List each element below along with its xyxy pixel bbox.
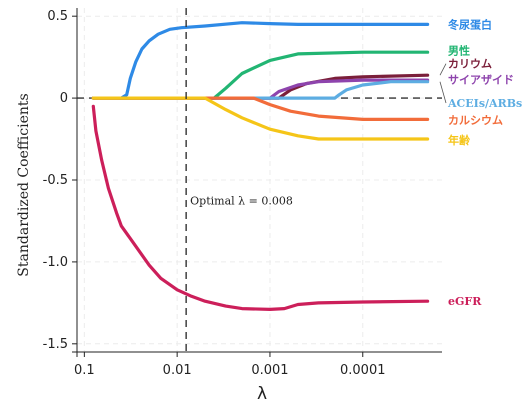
y-tick-label: 0 [60,91,68,106]
series-line-0 [91,21,430,100]
series-line-1 [91,50,430,100]
series-label: カルシウム [448,114,503,127]
series-label: ACEIs/ARBs [447,97,522,110]
series-line-5 [91,96,430,121]
x-axis-title: λ [257,384,267,404]
optimal-lambda-label: Optimal λ = 0.008 [190,195,293,208]
y-tick-label: -1.0 [43,255,68,270]
series-line-7 [91,104,430,311]
y-tick-label: -1.5 [43,337,68,352]
y-tick-label: 0.5 [47,9,68,24]
series-lines [91,21,430,311]
leader-line [439,81,447,104]
series-label: カリウム [448,58,492,71]
series-label: サイアザイド [448,73,514,86]
x-tick-label: 0.001 [251,363,288,378]
x-tick-label: 0.01 [163,363,192,378]
axes: 0.5 0 -0.5 -1.0 -1.5 0.1 0.01 0.001 0.0001 [43,8,442,378]
optimal-lambda-line: Optimal λ = 0.008 [185,8,293,352]
x-tick-label: 0.1 [74,363,95,378]
y-axis-title: Standardized Coefficients [16,93,32,276]
series-label: 冬尿蛋白 [448,17,492,31]
series-line-6 [91,96,430,141]
series-label: eGFR [448,295,482,308]
x-tick-label: 0.0001 [340,363,386,378]
leader-line [439,63,447,76]
series-label: 男性 [448,44,470,58]
series-line-4 [91,80,430,100]
series-label: 年齢 [448,133,471,147]
y-tick-label: -0.5 [43,173,68,188]
